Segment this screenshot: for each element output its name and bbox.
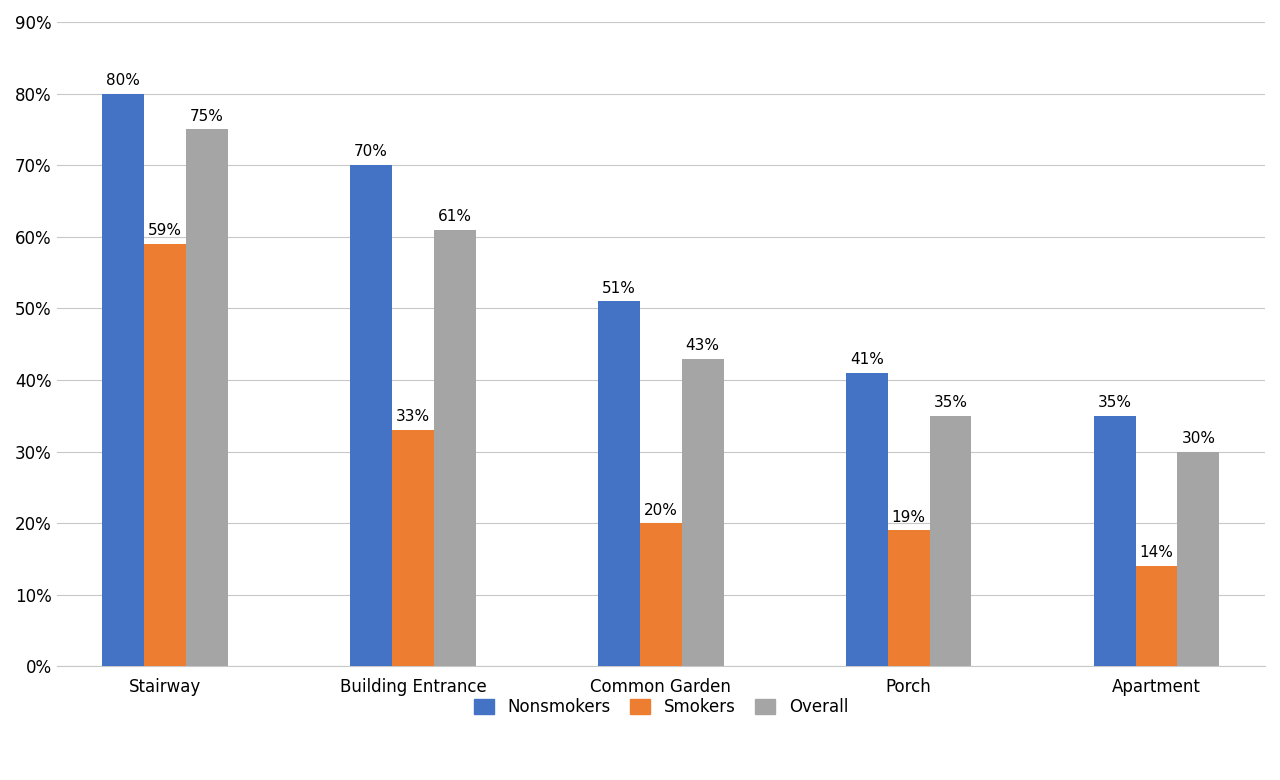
Text: 80%: 80%: [106, 73, 141, 88]
Text: 41%: 41%: [850, 352, 883, 367]
Bar: [682, 359, 723, 666]
Legend: Nonsmokers, Smokers, Overall: Nonsmokers, Smokers, Overall: [467, 691, 855, 722]
Text: 19%: 19%: [892, 509, 925, 525]
Bar: [1178, 452, 1220, 666]
Bar: [145, 244, 186, 666]
Bar: [640, 523, 682, 666]
Text: 20%: 20%: [644, 502, 677, 517]
Text: 14%: 14%: [1139, 545, 1174, 561]
Text: 35%: 35%: [933, 395, 968, 410]
Text: 51%: 51%: [602, 281, 636, 296]
Bar: [929, 416, 972, 666]
Text: 43%: 43%: [686, 338, 719, 353]
Text: 33%: 33%: [396, 410, 430, 424]
Text: 61%: 61%: [438, 209, 472, 224]
Bar: [888, 530, 929, 666]
Bar: [102, 94, 145, 666]
Bar: [434, 229, 476, 666]
Text: 70%: 70%: [355, 144, 388, 159]
Text: 59%: 59%: [148, 223, 182, 238]
Bar: [846, 373, 888, 666]
Text: 75%: 75%: [189, 108, 224, 124]
Bar: [392, 430, 434, 666]
Bar: [1135, 566, 1178, 666]
Bar: [598, 301, 640, 666]
Text: 30%: 30%: [1181, 431, 1216, 446]
Bar: [186, 129, 228, 666]
Text: 35%: 35%: [1098, 395, 1132, 410]
Bar: [1094, 416, 1135, 666]
Bar: [351, 165, 392, 666]
